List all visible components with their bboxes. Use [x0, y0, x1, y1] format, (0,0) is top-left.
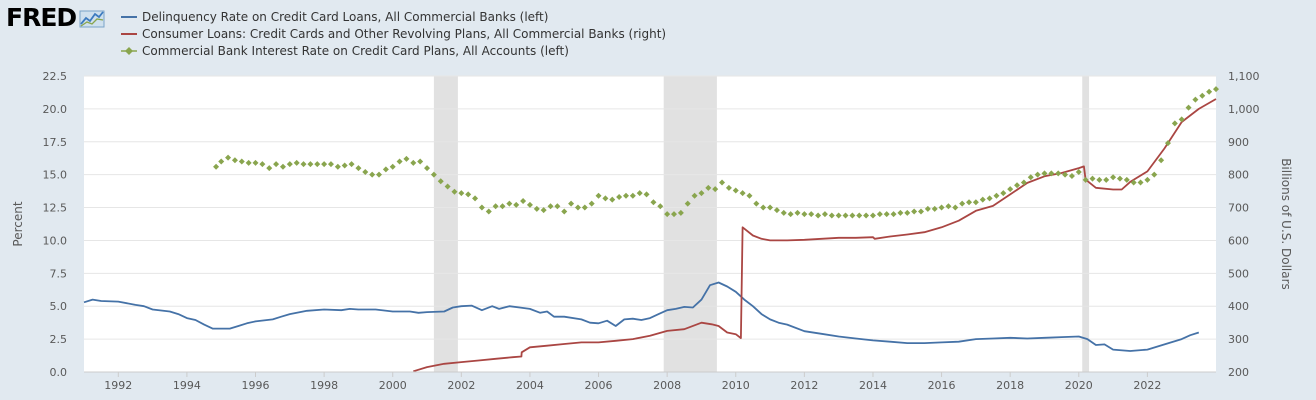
y-axis-left-title: Percent	[11, 201, 25, 246]
chart-area: 1992 1994 1996 1998 2000 2002 2004 2006 2008 2010…	[0, 66, 1316, 400]
x-tick-label: 2000	[379, 379, 407, 392]
x-tick-label: 2016	[928, 379, 956, 392]
x-tick-label: 2006	[585, 379, 613, 392]
legend-line-swatch-icon	[121, 26, 137, 42]
y-axis-right: 200 300 400 500 600 700 800 900 1,000 1,100	[1228, 70, 1260, 379]
x-axis: 1992 1994 1996 1998 2000 2002 2004 2006 2008 2010…	[84, 372, 1216, 392]
legend-item-consumer-loans[interactable]: Consumer Loans: Credit Cards and Other R…	[121, 25, 666, 42]
fred-graph-icon	[79, 9, 105, 29]
x-tick-label: 2012	[790, 379, 818, 392]
legend-diamond-swatch-icon	[121, 43, 137, 59]
y-left-tick-label: 12.5	[43, 202, 68, 215]
chart-header: FRED Delinquency Rate on Credit Card Loa…	[0, 0, 1316, 66]
y-axis-left: 0.0 2.5 5.0 7.5 10.0 12.5 15.0 17.5 20.0 22.5	[43, 70, 68, 379]
y-right-tick-label: 300	[1228, 333, 1249, 346]
x-tick-label: 2004	[516, 379, 544, 392]
y-left-tick-label: 20.0	[43, 103, 68, 116]
y-axis-right-title: Billions of U.S. Dollars	[1279, 158, 1293, 290]
y-right-tick-label: 500	[1228, 267, 1249, 280]
legend-label: Commercial Bank Interest Rate on Credit …	[142, 44, 569, 58]
x-tick-label: 2014	[859, 379, 887, 392]
legend-item-delinquency-rate[interactable]: Delinquency Rate on Credit Card Loans, A…	[121, 8, 666, 25]
x-tick-label: 2022	[1133, 379, 1161, 392]
y-right-tick-label: 1,100	[1228, 70, 1260, 83]
y-right-tick-label: 800	[1228, 169, 1249, 182]
legend-label: Consumer Loans: Credit Cards and Other R…	[142, 27, 666, 41]
y-right-tick-label: 1,000	[1228, 103, 1260, 116]
y-left-tick-label: 15.0	[43, 169, 68, 182]
x-tick-label: 2010	[722, 379, 750, 392]
y-right-tick-label: 400	[1228, 300, 1249, 313]
x-tick-label: 2008	[653, 379, 681, 392]
fred-logo-text: FRED	[6, 4, 76, 32]
x-tick-label: 1998	[310, 379, 338, 392]
legend-label: Delinquency Rate on Credit Card Loans, A…	[142, 10, 548, 24]
x-tick-label: 1992	[104, 379, 132, 392]
chart-legend: Delinquency Rate on Credit Card Loans, A…	[121, 8, 666, 59]
x-tick-label: 1996	[242, 379, 270, 392]
x-tick-label: 1994	[173, 379, 201, 392]
y-right-tick-label: 600	[1228, 234, 1249, 247]
x-tick-label: 2020	[1065, 379, 1093, 392]
y-right-tick-label: 700	[1228, 202, 1249, 215]
y-left-tick-label: 22.5	[43, 70, 68, 83]
legend-item-interest-rate[interactable]: Commercial Bank Interest Rate on Credit …	[121, 42, 666, 59]
y-right-tick-label: 900	[1228, 136, 1249, 149]
x-tick-label: 2018	[996, 379, 1024, 392]
y-left-tick-label: 2.5	[50, 333, 68, 346]
recession-band	[1082, 76, 1089, 372]
legend-line-swatch-icon	[121, 9, 137, 25]
fred-logo[interactable]: FRED	[6, 4, 105, 32]
y-left-tick-label: 7.5	[50, 267, 68, 280]
y-left-tick-label: 10.0	[43, 234, 68, 247]
plot-background	[84, 76, 1216, 372]
y-left-tick-label: 0.0	[50, 366, 68, 379]
y-left-tick-label: 5.0	[50, 300, 68, 313]
recession-band	[434, 76, 458, 372]
y-right-tick-label: 200	[1228, 366, 1249, 379]
y-left-tick-label: 17.5	[43, 136, 68, 149]
x-tick-label: 2002	[447, 379, 475, 392]
